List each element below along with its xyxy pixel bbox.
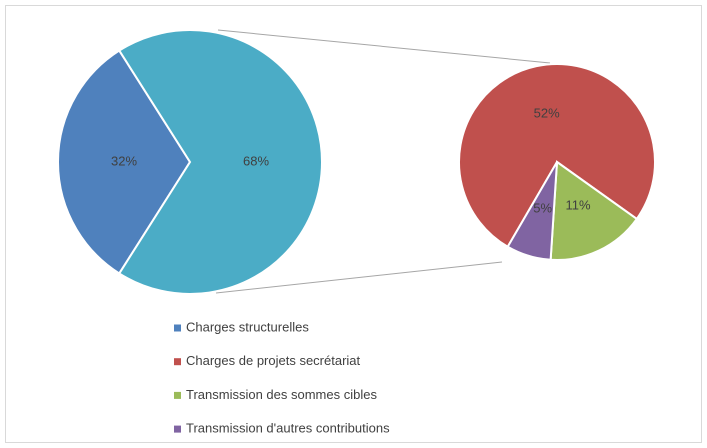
data-label: 11% [565, 198, 590, 213]
data-label: 68% [243, 153, 269, 168]
pie-slice [549, 160, 639, 261]
legend-label: Transmission d'autres contributions [186, 421, 390, 436]
connector-line [217, 29, 551, 64]
legend-label: Charges de projets secrétariat [186, 353, 361, 368]
pie-slice [458, 63, 656, 249]
pie-slice [57, 49, 192, 275]
legend-swatch [174, 425, 181, 433]
legend-label: Transmission des sommes cibles [186, 387, 377, 402]
pie-slice [506, 161, 558, 261]
legend-swatch [174, 391, 181, 399]
data-label: 32% [111, 153, 137, 168]
data-label: 5% [533, 200, 552, 215]
data-label: 52% [534, 106, 560, 121]
legend-swatch [174, 358, 181, 366]
pie-slice [117, 29, 323, 295]
legend-label: Charges structurelles [186, 319, 309, 334]
legend-swatch [174, 324, 181, 332]
connector-line [215, 261, 503, 294]
